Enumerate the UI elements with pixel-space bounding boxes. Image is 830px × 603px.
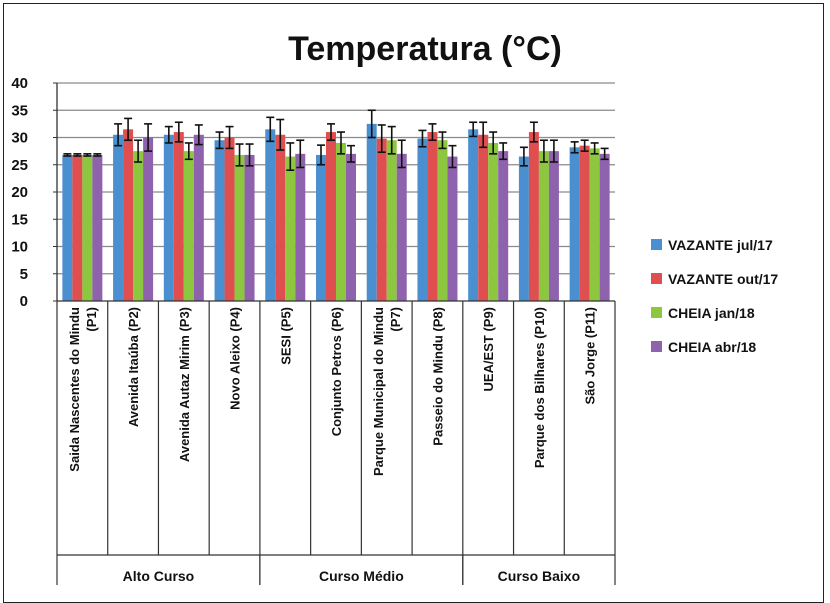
y-tick-label: 0 (20, 293, 28, 310)
bar (275, 134, 286, 301)
bar (82, 154, 93, 301)
category-label: (P1) (84, 307, 99, 332)
category-label: UEA/EST (P9) (481, 307, 496, 392)
y-tick-label: 30 (11, 130, 28, 147)
bar (346, 153, 356, 301)
bar (193, 134, 204, 301)
legend-item: CHEIA abr/18 (651, 334, 778, 359)
bar (133, 151, 144, 301)
bar (336, 142, 346, 301)
bar (589, 148, 600, 301)
chart-plot: 0 5 10 15 20 25 30 35 40 Saida Nascentes do Mind… (11, 75, 616, 585)
bar (214, 140, 225, 301)
bar (62, 154, 73, 301)
bar (548, 151, 559, 301)
y-tick-label: 15 (11, 211, 28, 228)
y-tick-label: 40 (11, 75, 28, 92)
bar (72, 154, 83, 301)
bar (244, 154, 255, 301)
category-labels: Saida Nascentes do Mindu (P1) Avenida Itaú… (67, 307, 598, 476)
bar (224, 137, 235, 301)
axes (53, 82, 616, 585)
category-label: (P7) (388, 307, 403, 332)
bar (92, 154, 103, 301)
legend-item: VAZANTE out/17 (651, 266, 778, 291)
bar (326, 132, 336, 301)
legend-swatch (651, 307, 662, 318)
category-label: Novo Aleixo (P4) (228, 307, 243, 410)
error-bars (63, 109, 609, 171)
bar (427, 132, 438, 301)
bar (123, 129, 134, 301)
bar (285, 156, 296, 301)
category-label: Saida Nascentes do Mindu (67, 307, 82, 472)
y-tick-label: 5 (20, 266, 28, 283)
y-tick-label: 35 (11, 102, 28, 119)
bar (163, 134, 174, 301)
bar (528, 132, 539, 301)
y-tick-labels: 0 5 10 15 20 25 30 35 40 (11, 75, 28, 310)
bar (173, 132, 184, 301)
category-label: SESI (P5) (278, 307, 293, 365)
bar (447, 156, 458, 301)
bar (478, 134, 489, 301)
bar (488, 142, 499, 301)
group-label: Curso Médio (319, 568, 404, 584)
bar (518, 156, 529, 301)
bar (386, 140, 397, 301)
legend-item: VAZANTE jul/17 (651, 232, 778, 257)
legend: VAZANTE jul/17 VAZANTE out/17 CHEIA jan/18… (651, 232, 778, 368)
legend-label: CHEIA abr/18 (668, 338, 757, 355)
bar (295, 153, 306, 301)
chart-frame (3, 3, 824, 603)
group-label: Curso Baixo (498, 568, 580, 584)
legend-label: VAZANTE jul/17 (668, 236, 773, 253)
y-tick-label: 25 (11, 157, 28, 174)
bar (316, 154, 326, 301)
bar (579, 145, 590, 301)
bar (113, 134, 124, 301)
legend-label: CHEIA jan/18 (668, 304, 755, 321)
legend-swatch (651, 341, 662, 352)
bar (468, 129, 479, 301)
group-label: Alto Curso (123, 568, 195, 584)
y-tick-label: 10 (11, 239, 28, 256)
bar (366, 123, 377, 301)
legend-item: CHEIA jan/18 (651, 300, 778, 325)
bar (143, 137, 154, 301)
bar (396, 153, 407, 301)
legend-swatch (651, 273, 662, 284)
bar (538, 151, 549, 301)
bar (376, 138, 387, 301)
category-label: Avenida Autaz Mirim (P3) (177, 307, 192, 462)
category-label: Conjunto Petros (P6) (329, 307, 344, 436)
bar (437, 140, 448, 301)
category-label: Parque dos Bilhares (P10) (532, 307, 547, 468)
bar (265, 129, 276, 301)
category-label: Passeio do Mindu (P8) (430, 307, 445, 446)
legend-label: VAZANTE out/17 (668, 270, 779, 287)
chart-title: Temperatura (°C) (288, 30, 562, 68)
bar (234, 154, 245, 301)
bar (599, 153, 610, 301)
legend-swatch (651, 239, 662, 250)
bar (417, 138, 428, 301)
bar (183, 151, 194, 301)
bar (569, 147, 580, 301)
bar (498, 151, 509, 301)
category-label: São Jorge (P11) (583, 307, 598, 405)
y-tick-label: 20 (11, 184, 28, 201)
bars (62, 123, 610, 301)
category-label: Avenida Itaúba (P2) (126, 307, 141, 427)
category-label: Parque Municipal do Mindu (371, 307, 386, 476)
group-labels: Alto Curso Curso Médio Curso Baixo (123, 568, 580, 584)
